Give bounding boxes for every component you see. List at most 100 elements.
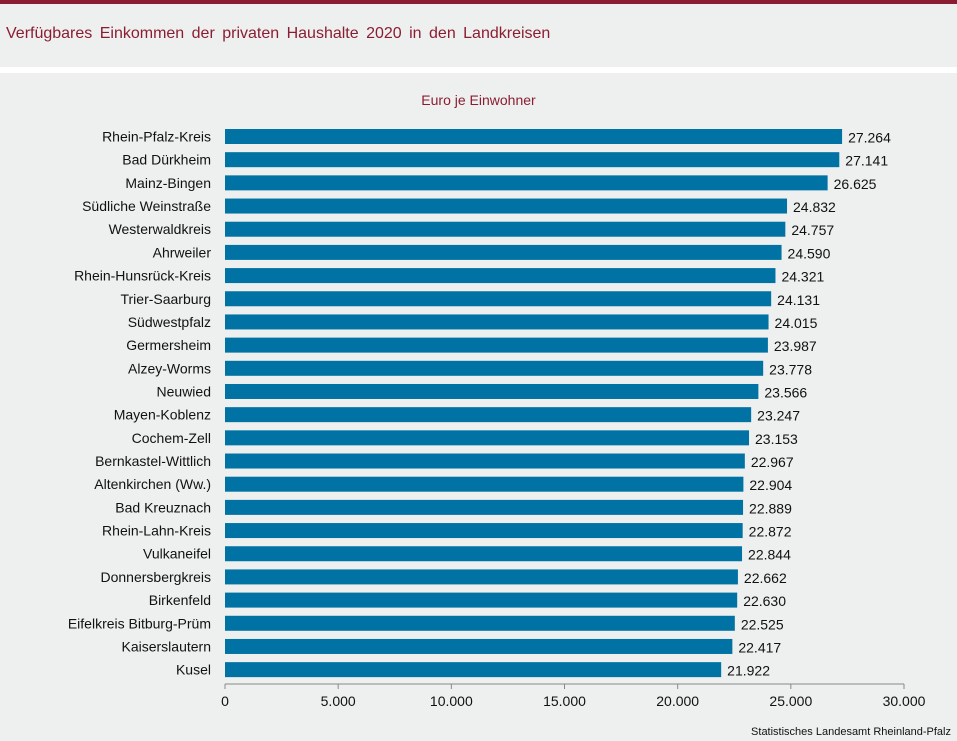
data-label: 24.757 [791, 222, 834, 238]
bar [225, 615, 735, 631]
top-accent-bar [0, 0, 957, 4]
bar-group: Südliche Weinstraße 24.832 [82, 198, 836, 215]
bar-group: Germersheim 23.987 [126, 337, 817, 354]
data-label: 22.904 [749, 477, 792, 493]
category-label: Rhein-Lahn-Kreis [102, 523, 211, 539]
data-label: 22.889 [749, 500, 792, 516]
bar [225, 638, 733, 654]
category-label: Südwestpfalz [128, 314, 211, 330]
data-label: 21.922 [727, 663, 770, 679]
category-label: Vulkaneifel [143, 546, 211, 562]
bar [225, 175, 828, 191]
bar [225, 291, 772, 307]
bar [225, 152, 840, 168]
category-label: Mainz-Bingen [125, 175, 211, 191]
data-label: 22.872 [749, 524, 792, 540]
data-label: 23.778 [769, 361, 812, 377]
bar-group: Birkenfeld 22.630 [149, 592, 786, 609]
category-label: Westerwaldkreis [109, 221, 211, 237]
data-label: 24.321 [781, 269, 824, 285]
bar [225, 244, 782, 260]
bar [225, 453, 745, 469]
bar [225, 569, 738, 585]
category-label: Donnersbergkreis [101, 569, 212, 585]
bar-group: Eifelkreis Bitburg-Prüm 22.525 [68, 615, 784, 632]
category-label: Germersheim [126, 337, 211, 353]
category-label: Altenkirchen (Ww.) [94, 476, 211, 492]
x-tick-label: 0 [221, 693, 229, 709]
category-label: Neuwied [157, 383, 211, 399]
x-tick-label: 30.000 [883, 693, 926, 709]
header: Verfügbares Einkommen der privaten Haush… [0, 4, 957, 67]
data-label: 24.832 [793, 199, 836, 215]
bar [225, 221, 786, 237]
bar-group: Altenkirchen (Ww.) 22.904 [94, 476, 792, 493]
x-tick-label: 25.000 [769, 693, 812, 709]
data-label: 23.987 [774, 338, 817, 354]
bar-group: Neuwied 23.566 [157, 383, 808, 400]
category-label: Bernkastel-Wittlich [95, 453, 211, 469]
data-label: 24.131 [777, 292, 820, 308]
x-tick-label: 10.000 [430, 693, 473, 709]
data-label: 26.625 [834, 176, 877, 192]
data-label: 22.525 [741, 616, 784, 632]
page-title: Verfügbares Einkommen der privaten Haush… [6, 25, 551, 42]
bar [225, 662, 722, 678]
category-label: Birkenfeld [149, 592, 211, 608]
category-label: Alzey-Worms [128, 360, 211, 376]
category-label: Rhein-Hunsrück-Kreis [74, 268, 211, 284]
category-label: Kusel [176, 662, 211, 678]
data-label: 22.844 [748, 547, 791, 563]
bar-group: Donnersbergkreis 22.662 [101, 569, 787, 586]
category-label: Eifelkreis Bitburg-Prüm [68, 615, 211, 631]
data-label: 22.662 [744, 570, 787, 586]
data-label: 23.566 [764, 384, 807, 400]
bar [225, 383, 759, 399]
bar-group: Bad Dürkheim 27.141 [122, 152, 888, 169]
bar-group: Ahrweiler 24.590 [153, 244, 831, 261]
bar-group: Alzey-Worms 23.778 [128, 360, 812, 377]
bar [225, 546, 743, 562]
bar-group: Rhein-Lahn-Kreis 22.872 [102, 523, 792, 540]
bar-group: Westerwaldkreis 24.757 [109, 221, 835, 238]
bar-group: Kusel 21.922 [176, 662, 770, 679]
bar [225, 337, 768, 353]
category-label: Südliche Weinstraße [82, 198, 211, 214]
x-tick-label: 15.000 [543, 693, 586, 709]
data-label: 22.630 [743, 593, 786, 609]
category-label: Bad Dürkheim [122, 152, 211, 168]
category-label: Kaiserslautern [122, 638, 212, 654]
data-label: 22.967 [751, 454, 794, 470]
bar [225, 592, 738, 608]
category-label: Trier-Saarburg [120, 291, 211, 307]
category-label: Rhein-Pfalz-Kreis [102, 129, 211, 145]
bar-group: Bad Kreuznach 22.889 [115, 499, 792, 516]
bar-group: Trier-Saarburg 24.131 [120, 291, 820, 308]
source-note: Statistisches Landesamt Rheinland-Pfalz [751, 726, 951, 738]
bar [225, 360, 764, 376]
bar-group: Bernkastel-Wittlich 22.967 [95, 453, 794, 470]
chart-subtitle: Euro je Einwohner [421, 92, 536, 108]
category-label: Ahrweiler [153, 244, 212, 260]
bar [225, 129, 843, 144]
data-label: 27.141 [845, 153, 888, 169]
bar [225, 499, 744, 515]
bar [225, 407, 752, 423]
x-tick-label: 5.000 [321, 693, 356, 709]
data-label: 23.247 [757, 408, 800, 424]
bar [225, 523, 743, 539]
data-label: 22.417 [738, 639, 781, 655]
bar [225, 430, 750, 446]
bar-group: Kaiserslautern 22.417 [122, 638, 782, 655]
x-tick-label: 20.000 [656, 693, 699, 709]
data-label: 24.590 [788, 245, 831, 261]
bar-group: Rhein-Pfalz-Kreis 27.264 [102, 129, 891, 146]
bar-group: Vulkaneifel 22.844 [143, 546, 791, 563]
category-label: Cochem-Zell [132, 430, 211, 446]
bar-group: Mayen-Koblenz 23.247 [114, 407, 800, 424]
data-label: 23.153 [755, 431, 798, 447]
bar-group: Mainz-Bingen 26.625 [125, 175, 876, 192]
data-label: 27.264 [848, 130, 891, 146]
category-label: Mayen-Koblenz [114, 407, 211, 423]
